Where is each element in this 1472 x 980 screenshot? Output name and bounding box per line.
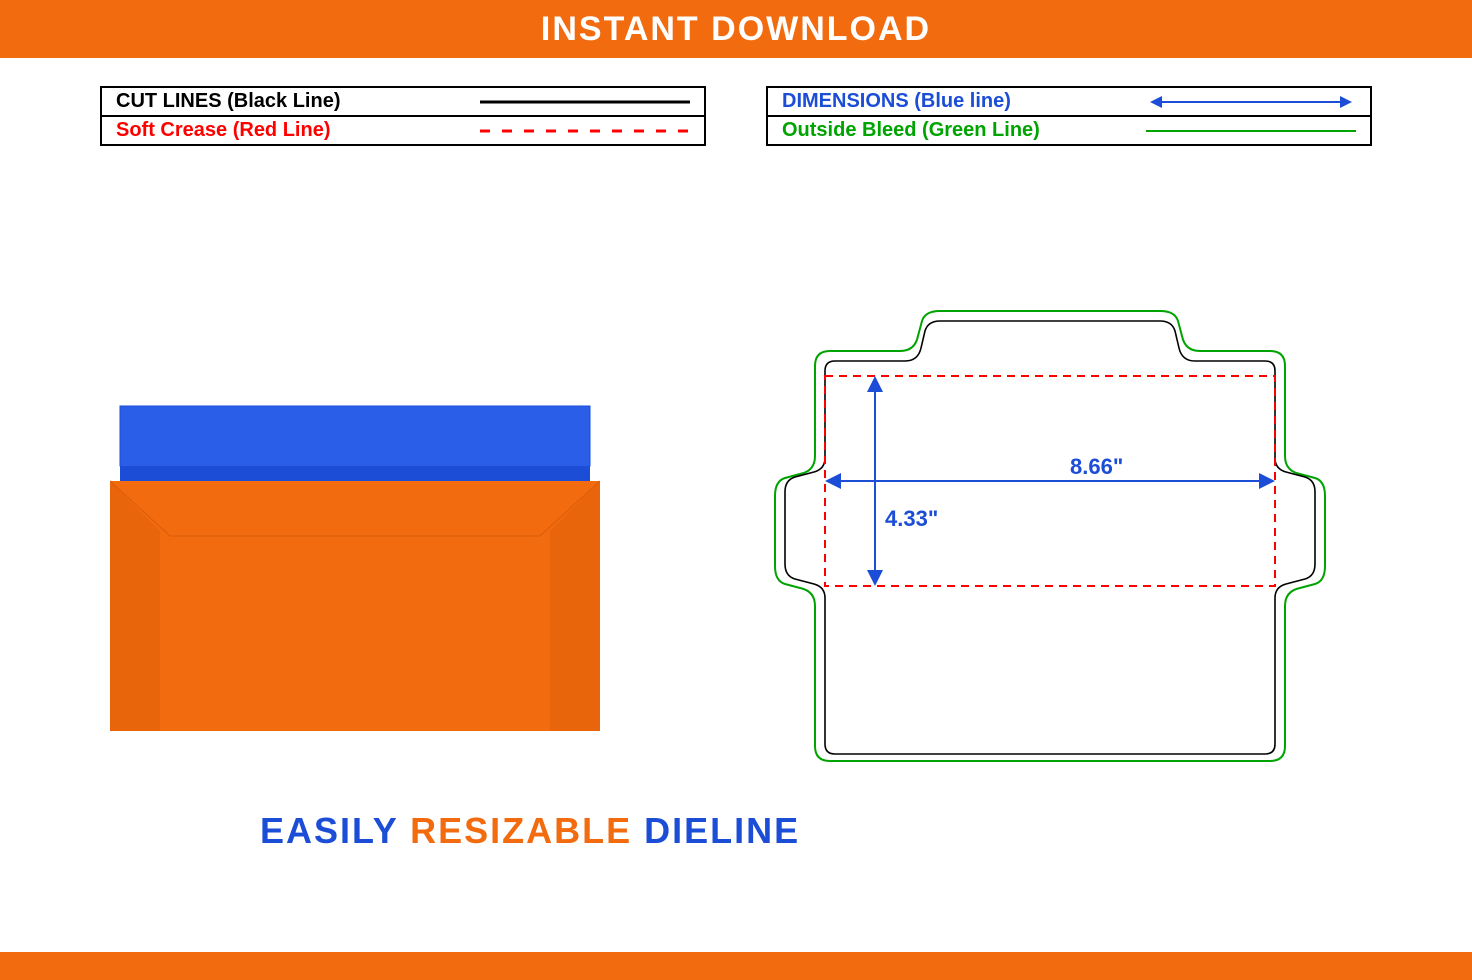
- envelope-svg: [110, 396, 600, 736]
- tagline-w2: RESIZABLE: [410, 810, 632, 851]
- dim-width-label: 8.66": [1070, 454, 1123, 479]
- arrow-line-sample: [1146, 92, 1356, 112]
- legend: CUT LINES (Black Line) Soft Crease (Red …: [0, 58, 1472, 146]
- main-area: 4.33" 8.66": [0, 146, 1472, 866]
- dim-height-label: 4.33": [885, 506, 938, 531]
- dieline-svg: 4.33" 8.66": [770, 306, 1330, 768]
- page: INSTANT DOWNLOAD CUT LINES (Black Line) …: [0, 0, 1472, 980]
- solid-line-sample: [480, 92, 690, 112]
- legend-label: CUT LINES (Black Line): [116, 90, 340, 113]
- blob-line2: Resizable in any size: [1179, 887, 1404, 915]
- cut-line: [785, 321, 1315, 754]
- blob-line1: Easily: [1179, 859, 1404, 887]
- legend-label: DIMENSIONS (Blue line): [782, 90, 1011, 113]
- legend-right: DIMENSIONS (Blue line) Outside Bleed (Gr…: [766, 86, 1372, 146]
- header-title: INSTANT DOWNLOAD: [541, 10, 931, 49]
- legend-left: CUT LINES (Black Line) Soft Crease (Red …: [100, 86, 706, 146]
- dashed-line-sample: [480, 121, 690, 141]
- dieline-diagram: 4.33" 8.66": [770, 306, 1330, 768]
- tagline: EASILY RESIZABLE DIELINE: [260, 810, 800, 852]
- tagline-w1: EASILY: [260, 810, 398, 851]
- tagline-w3: DIELINE: [644, 810, 800, 851]
- resizable-blob: Easily Resizable in any size: [1032, 822, 1472, 952]
- legend-dimensions: DIMENSIONS (Blue line): [768, 88, 1370, 115]
- legend-soft-crease: Soft Crease (Red Line): [102, 115, 704, 144]
- legend-bleed: Outside Bleed (Green Line): [768, 115, 1370, 144]
- legend-cut-lines: CUT LINES (Black Line): [102, 88, 704, 115]
- legend-label: Outside Bleed (Green Line): [782, 119, 1040, 142]
- header-bar: INSTANT DOWNLOAD: [0, 0, 1472, 58]
- green-line-sample: [1146, 121, 1356, 141]
- bleed-line: [775, 311, 1325, 761]
- envelope-mockup: [110, 396, 600, 726]
- legend-label: Soft Crease (Red Line): [116, 119, 330, 142]
- footer-bar: [0, 952, 1472, 980]
